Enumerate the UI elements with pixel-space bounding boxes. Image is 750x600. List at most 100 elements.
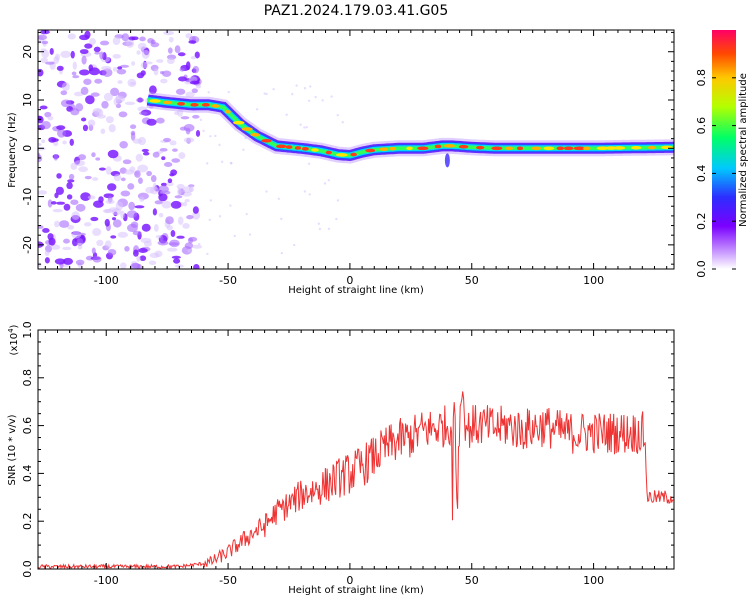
noise-blob — [161, 156, 166, 161]
noise-blob — [41, 139, 46, 144]
spectrogram-x-tick-label: -50 — [219, 274, 237, 287]
noise-blob — [176, 235, 185, 239]
noise-blob — [75, 203, 86, 212]
noise-blob — [110, 87, 120, 97]
noise-blob — [76, 238, 84, 246]
noise-blob — [56, 125, 66, 130]
noise-blob — [163, 162, 173, 167]
ridge-hotspot — [543, 146, 555, 151]
noise-blob — [117, 66, 123, 70]
noise-blob — [67, 33, 76, 40]
ridge-hotspot — [379, 147, 388, 151]
noise-blob — [126, 210, 138, 218]
noise-blob — [79, 49, 89, 55]
snr-y-multiplier-close: ) — [9, 324, 20, 328]
ridge-hotspot — [563, 146, 574, 151]
noise-blob — [99, 40, 110, 46]
noise-blob — [44, 111, 52, 118]
noise-blob — [49, 47, 54, 55]
noise-blob — [80, 86, 89, 96]
spectrogram-frame — [37, 29, 675, 270]
noise-blob — [118, 111, 128, 118]
noise-blob — [112, 54, 121, 59]
noise-blob — [187, 249, 193, 253]
noise-blob — [56, 65, 64, 71]
ridge-hotspot — [458, 144, 469, 149]
noise-blob — [117, 231, 128, 238]
colorbar-tick-label: 0.2 — [695, 212, 708, 230]
noise-blob — [140, 61, 149, 69]
noise-blob — [190, 55, 197, 60]
noise-blob — [130, 132, 136, 141]
snr-y-tick-label: 0.8 — [21, 369, 34, 387]
spectrogram-x-tick-label: 0 — [346, 274, 353, 287]
ridge-hotspot — [285, 145, 293, 149]
noise-blob — [69, 138, 74, 146]
noise-blob — [178, 76, 188, 82]
noise-blob — [63, 203, 71, 211]
noise-speck — [206, 162, 209, 165]
ridge-hotspot — [648, 145, 656, 150]
noise-blob — [106, 183, 117, 191]
noise-blob — [77, 154, 87, 161]
noise-blob — [170, 200, 182, 209]
noise-blob — [162, 70, 172, 77]
noise-speck — [209, 199, 213, 202]
noise-blob — [112, 36, 121, 46]
spectrogram-y-tick-label: -20 — [21, 236, 34, 254]
noise-blob — [157, 240, 169, 246]
noise-blob — [166, 57, 175, 65]
noise-blob — [90, 216, 99, 222]
noise-blob — [188, 185, 194, 193]
noise-blob — [166, 181, 174, 187]
noise-speck — [263, 92, 266, 95]
noise-speck — [305, 125, 308, 129]
noise-blob — [129, 166, 136, 173]
noise-blob — [96, 239, 104, 247]
noise-blob — [70, 50, 75, 59]
noise-blob — [156, 117, 165, 124]
noise-speck — [336, 199, 340, 202]
noise-blob — [84, 30, 91, 39]
noise-blob — [120, 64, 130, 68]
noise-blob — [60, 50, 71, 59]
noise-blob — [58, 220, 70, 228]
noise-blob — [152, 182, 157, 192]
noise-blob — [138, 248, 148, 253]
noise-speck — [229, 204, 232, 207]
noise-blob — [152, 208, 158, 216]
noise-blob — [146, 170, 153, 177]
noise-blob — [168, 36, 174, 43]
snr-x-tick-label: 0 — [346, 574, 353, 587]
noise-blob — [105, 199, 115, 204]
noise-blob — [72, 61, 77, 70]
noise-blob — [38, 34, 48, 40]
noise-speck — [303, 126, 306, 129]
noise-blob — [100, 128, 106, 135]
ridge-hotspot — [162, 100, 173, 105]
noise-blob — [188, 40, 197, 44]
colorbar: 0.0 0.2 0.4 0.6 0.8 Normalized spectral ampl… — [695, 30, 749, 278]
noise-blob — [52, 208, 63, 213]
noise-blob — [74, 160, 86, 167]
noise-blob — [110, 235, 117, 239]
noise-blob — [89, 37, 96, 45]
noise-blob — [178, 152, 186, 159]
noise-speck — [293, 243, 296, 247]
snr-x-axis-label: Height of straight line (km) — [288, 585, 424, 596]
noise-blob — [92, 200, 104, 208]
spectrogram-y-ticks: 20 10 0 -10 -20 — [21, 31, 674, 265]
noise-blob — [67, 179, 75, 183]
noise-blob — [191, 88, 198, 94]
noise-speck — [227, 90, 230, 94]
noise-blob — [180, 116, 190, 120]
noise-speck — [303, 87, 307, 90]
noise-blob — [105, 166, 112, 175]
ridge-hotspot — [573, 146, 586, 151]
noise-blob — [75, 103, 84, 112]
noise-blob — [88, 64, 94, 72]
noise-blob — [159, 147, 168, 152]
noise-blob — [80, 192, 91, 201]
noise-blob — [95, 157, 101, 161]
noise-speck — [321, 99, 324, 102]
